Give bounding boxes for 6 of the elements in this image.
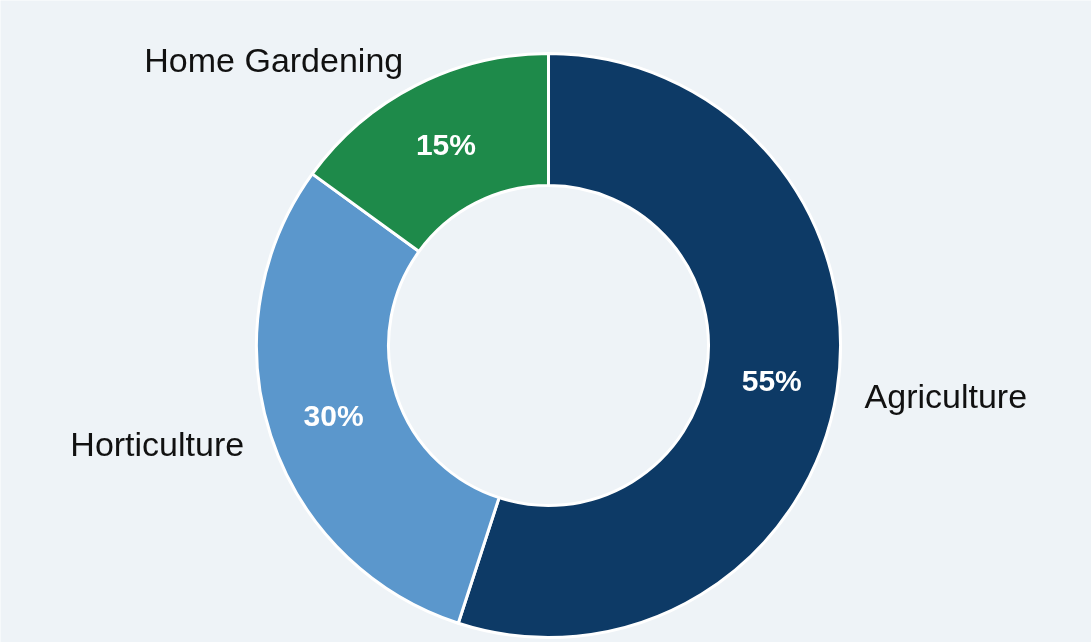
data-label: 15% (415, 127, 476, 161)
slice-label: Home Gardening (144, 41, 404, 80)
data-label: 55% (741, 364, 802, 398)
slice-label: Horticulture (70, 425, 245, 464)
data-label: 30% (303, 398, 364, 432)
slice-label: Agriculture (864, 376, 1028, 415)
